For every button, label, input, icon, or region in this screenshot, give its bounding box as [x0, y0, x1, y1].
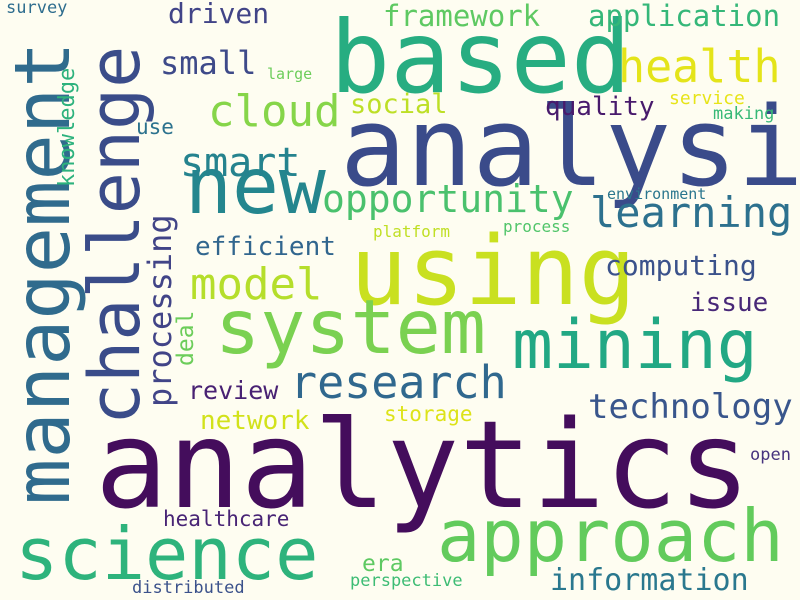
word-science: science — [15, 512, 319, 596]
word-research: research — [290, 356, 507, 409]
word-making: making — [713, 104, 775, 124]
word-open: open — [750, 445, 791, 465]
word-survey: survey — [6, 0, 68, 18]
word-system: system — [215, 283, 486, 371]
word-opportunity: opportunity — [322, 177, 574, 221]
word-network: network — [200, 406, 310, 436]
word-deal: deal — [173, 310, 199, 366]
word-based: based — [330, 0, 632, 116]
word-era: era — [362, 551, 404, 577]
word-social: social — [350, 89, 448, 120]
word-distributed: distributed — [132, 578, 245, 598]
word-analytics: analytics — [95, 395, 751, 536]
word-use: use — [136, 115, 174, 139]
word-using: using — [350, 217, 636, 327]
word-platform: platform — [373, 222, 451, 241]
word-process: process — [503, 217, 571, 236]
word-environment: environment — [607, 185, 707, 203]
word-model: model — [190, 259, 323, 310]
word-analysis: analysis — [340, 83, 800, 211]
word-review: review — [188, 376, 279, 405]
word-healthcare: healthcare — [163, 507, 290, 531]
word-health: health — [618, 40, 781, 93]
word-smart: smart — [180, 140, 301, 186]
word-new: new — [185, 142, 326, 232]
word-computing: computing — [605, 249, 757, 282]
word-small: small — [160, 44, 257, 82]
word-cloud: cloud — [208, 86, 341, 137]
word-knowledge: knowledge — [55, 67, 80, 187]
word-efficient: efficient — [195, 232, 336, 262]
word-technology: technology — [588, 387, 793, 427]
word-information: information — [550, 563, 749, 598]
word-quality: quality — [545, 92, 655, 122]
word-service: service — [669, 88, 745, 109]
word-framework: framework — [383, 0, 541, 33]
word-perspective: perspective — [350, 571, 463, 591]
word-storage: storage — [384, 402, 473, 426]
word-application: application — [588, 0, 781, 33]
word-driven: driven — [168, 0, 270, 30]
word-challenge: challenge — [74, 45, 156, 425]
word-large: large — [267, 65, 313, 83]
word-issue: issue — [690, 288, 769, 318]
word-approach: approach — [437, 494, 784, 578]
word-processing: processing — [141, 214, 179, 407]
word-learning: learning — [590, 188, 793, 237]
word-mining: mining — [512, 306, 758, 385]
